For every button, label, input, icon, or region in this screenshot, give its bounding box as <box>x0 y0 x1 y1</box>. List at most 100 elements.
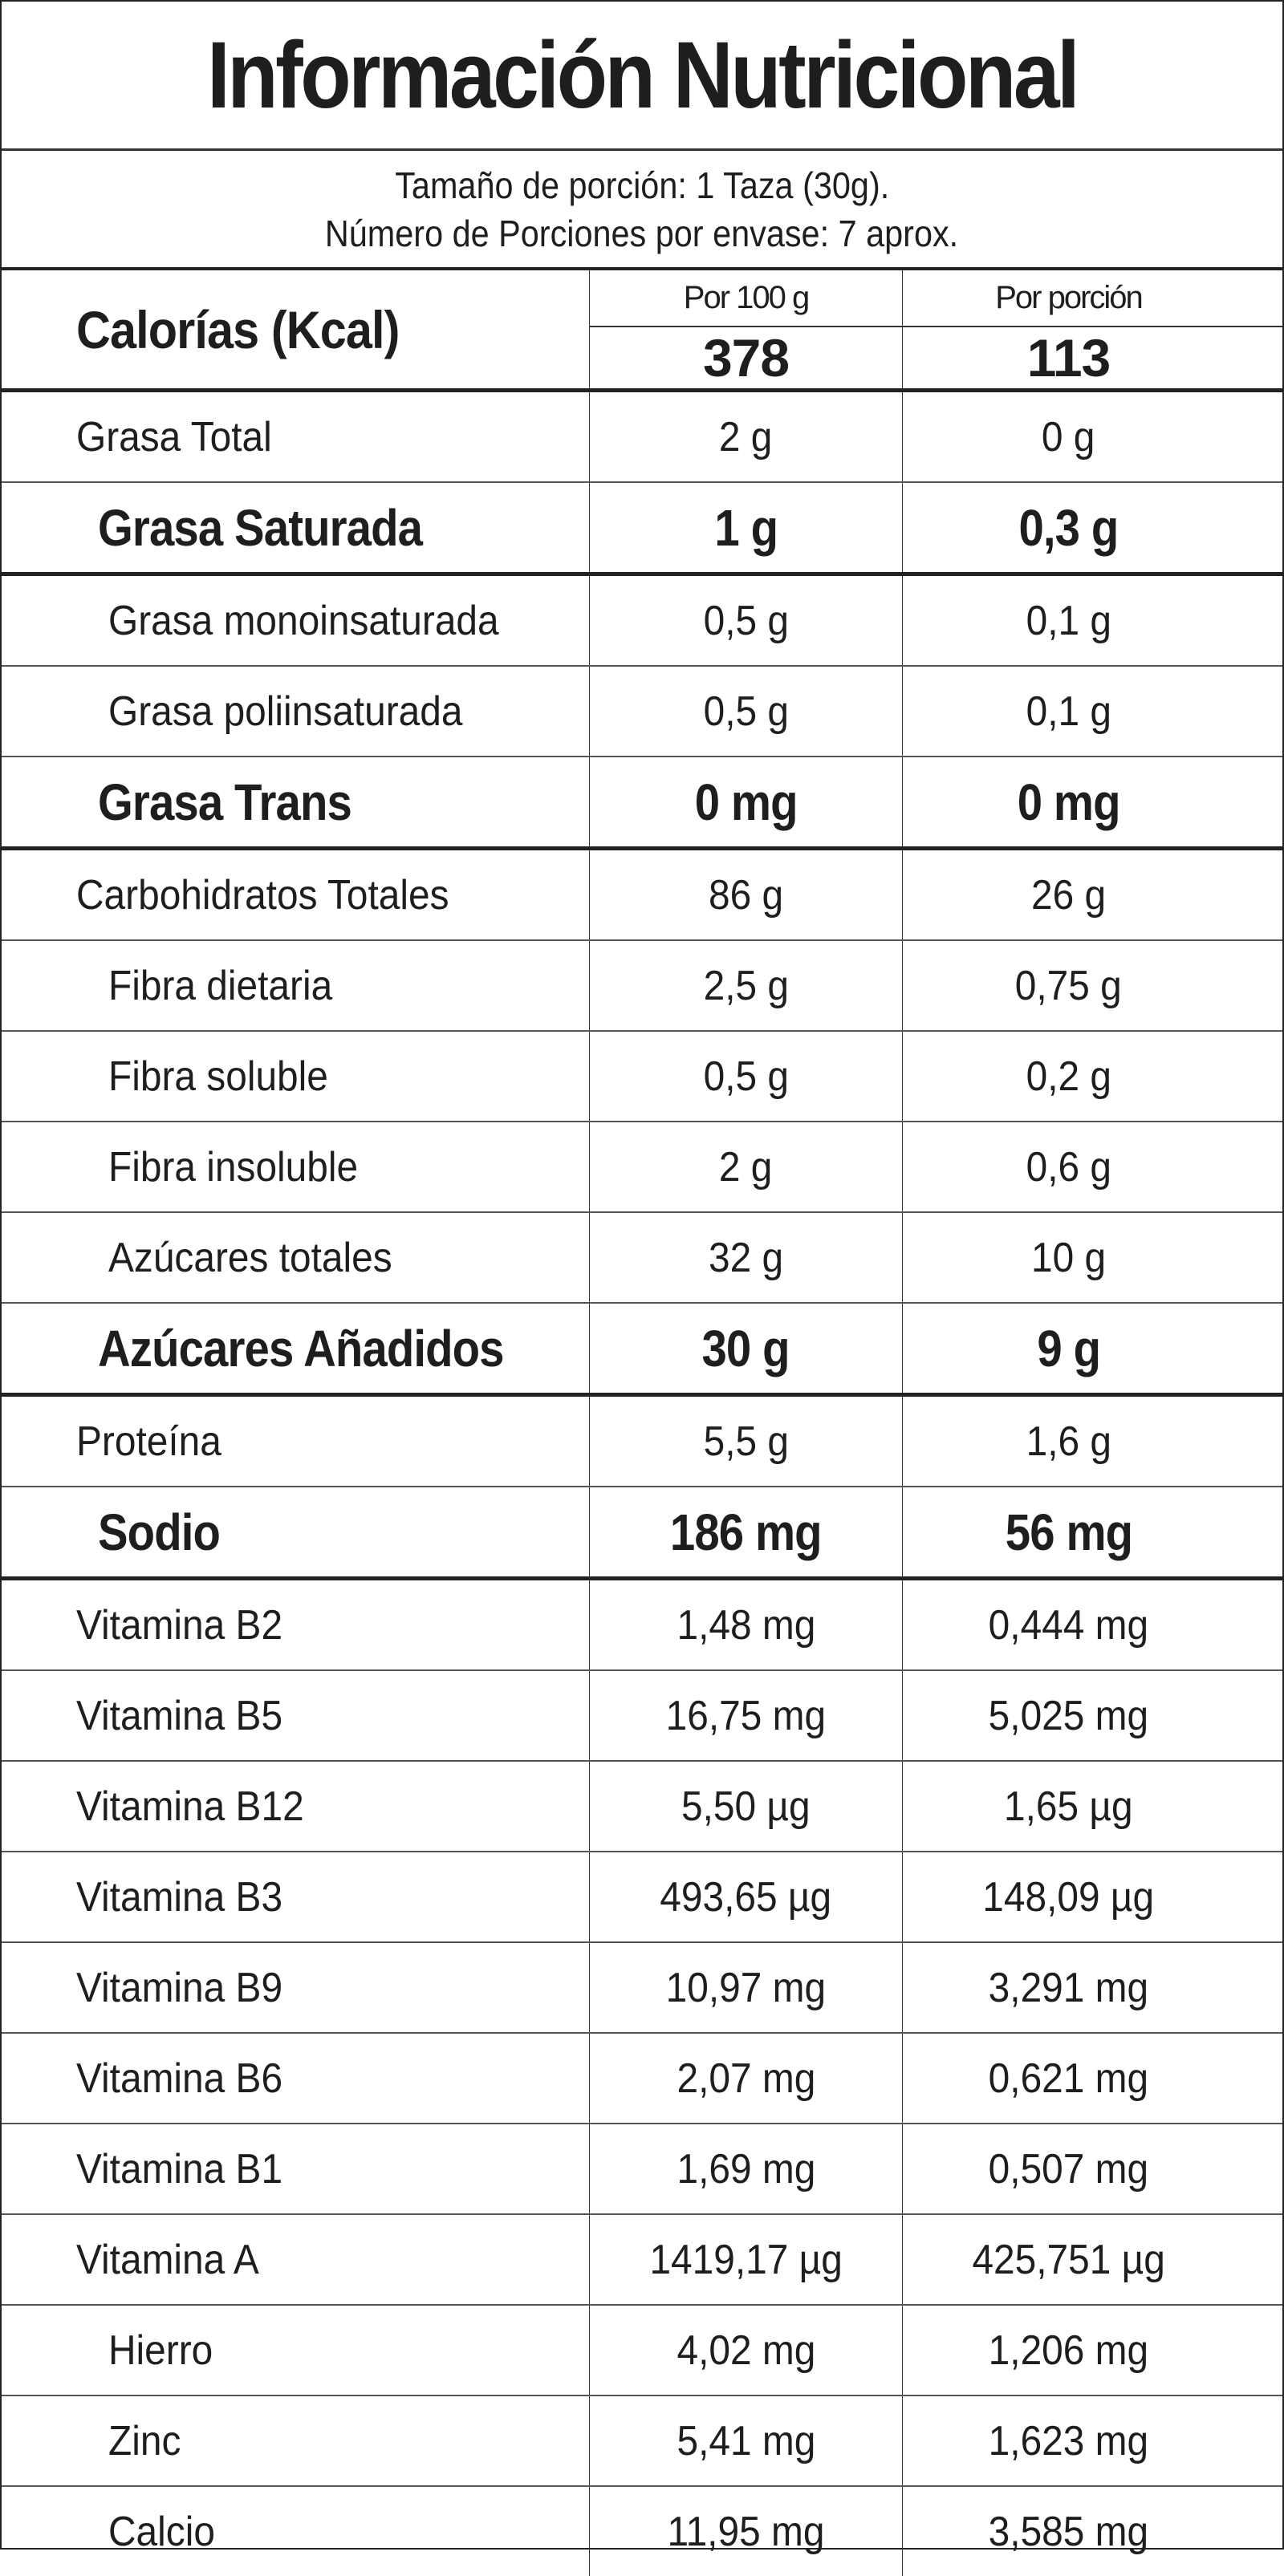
nutrient-name-cell: Grasa monoinsaturada <box>2 576 590 665</box>
table-row: Fibra soluble 0,5 g 0,2 g <box>2 1032 1282 1122</box>
nutrient-name-cell: Grasa Total <box>2 392 590 481</box>
nutrient-name: Fibra insoluble <box>108 1143 359 1191</box>
per100-cell: 1,69 mg <box>590 2124 903 2213</box>
portion-value: 9 g <box>1037 1319 1101 1377</box>
nutrient-name: Fibra dietaria <box>108 962 333 1009</box>
nutrient-name-cell: Grasa poliinsaturada <box>2 667 590 756</box>
per100-cell: 16,75 mg <box>590 1671 903 1760</box>
portion-cell: 26 g <box>903 850 1282 939</box>
per100-cell: 4,02 mg <box>590 2306 903 2395</box>
per100-cell: 30 g <box>590 1304 903 1393</box>
nutrient-name-cell: Vitamina A <box>2 2215 590 2304</box>
portion-value: 10 g <box>1030 1234 1107 1281</box>
per100-value: 5,50 µg <box>681 1783 811 1830</box>
portion-cell: 3,291 mg <box>903 1943 1282 2032</box>
calories-label-cell: Calorías (Kcal) <box>2 270 590 388</box>
table-row: Azúcares Añadidos 30 g 9 g <box>2 1304 1282 1397</box>
portion-cell: 3,585 mg <box>903 2487 1282 2576</box>
per100-value: 2,5 g <box>703 962 789 1009</box>
per100-value: 10,97 mg <box>665 1964 827 2011</box>
nutrient-name: Grasa Total <box>76 413 272 460</box>
nutrient-name: Vitamina B6 <box>76 2055 283 2102</box>
portion-value: 0,6 g <box>1026 1143 1111 1191</box>
portion-value: 26 g <box>1030 871 1107 919</box>
portion-cell: 1,623 mg <box>903 2396 1282 2485</box>
portion-cell: 0,3 g <box>903 483 1282 572</box>
portion-cell: 148,09 µg <box>903 1852 1282 1941</box>
portion-cell: 5,025 mg <box>903 1671 1282 1760</box>
portion-value: 5,025 mg <box>988 1692 1149 1739</box>
nutrient-name: Grasa monoinsaturada <box>108 597 499 644</box>
nutrient-name: Fibra soluble <box>108 1053 328 1100</box>
per100-column: Por 100 g 378 <box>590 270 903 388</box>
table-row: Hierro 4,02 mg 1,206 mg <box>2 2306 1282 2396</box>
nutrient-name-cell: Fibra soluble <box>2 1032 590 1121</box>
per100-value: 1,69 mg <box>677 2145 815 2193</box>
per100-value: 1,48 mg <box>677 1601 815 1649</box>
portion-cell: 9 g <box>903 1304 1282 1393</box>
per100-value: 1 g <box>714 498 778 557</box>
portion-value: 1,623 mg <box>988 2417 1149 2464</box>
portion-cell: 0 g <box>903 392 1282 481</box>
nutrient-name: Hierro <box>108 2327 213 2374</box>
nutrient-name-cell: Vitamina B5 <box>2 1671 590 1760</box>
table-row: Sodio 186 mg 56 mg <box>2 1487 1282 1580</box>
portion-value: 1,6 g <box>1026 1418 1111 1465</box>
calories-label: Calorías (Kcal) <box>76 299 400 359</box>
table-row: Vitamina B12 5,50 µg 1,65 µg <box>2 1762 1282 1852</box>
nutrient-name: Vitamina B5 <box>76 1692 283 1739</box>
nutrient-name: Zinc <box>108 2417 181 2464</box>
nutrient-name: Calcio <box>108 2508 215 2555</box>
nutrient-name-cell: Vitamina B3 <box>2 1852 590 1941</box>
portion-value: 148,09 µg <box>982 1873 1155 1921</box>
per100-cell: 5,50 µg <box>590 1762 903 1851</box>
per100-value: 30 g <box>701 1319 790 1377</box>
per100-cell: 0,5 g <box>590 1032 903 1121</box>
per100-cell: 493,65 µg <box>590 1852 903 1941</box>
portion-cell: 0,1 g <box>903 576 1282 665</box>
portion-column: Por porción 113 <box>903 270 1282 388</box>
per100-value: 0,5 g <box>703 1053 789 1100</box>
table-row: Azúcares totales 32 g 10 g <box>2 1213 1282 1304</box>
nutrient-name-cell: Carbohidratos Totales <box>2 850 590 939</box>
title-section: Información Nutricional <box>2 2 1282 151</box>
portion-header: Por porción <box>903 270 1282 327</box>
page-title: Información Nutricional <box>206 22 1080 128</box>
table-row: Grasa poliinsaturada 0,5 g 0,1 g <box>2 667 1282 757</box>
per100-cell: 186 mg <box>590 1487 903 1576</box>
nutrient-name-cell: Grasa Trans <box>2 757 590 846</box>
table-row: Vitamina B6 2,07 mg 0,621 mg <box>2 2034 1282 2124</box>
nutrient-name-cell: Fibra dietaria <box>2 941 590 1030</box>
per100-cell: 2,5 g <box>590 941 903 1030</box>
portion-cell: 0,1 g <box>903 667 1282 756</box>
portion-cell: 0,444 mg <box>903 1580 1282 1669</box>
per100-value: 5,41 mg <box>677 2417 815 2464</box>
nutrient-name-cell: Vitamina B12 <box>2 1762 590 1851</box>
per100-cell: 11,95 mg <box>590 2487 903 2576</box>
per100-value: 0,5 g <box>703 688 789 735</box>
table-row: Vitamina B9 10,97 mg 3,291 mg <box>2 1943 1282 2034</box>
nutrient-name: Grasa Trans <box>98 773 352 831</box>
table-row: Grasa Saturada 1 g 0,3 g <box>2 483 1282 576</box>
nutrient-name: Proteína <box>76 1418 221 1465</box>
nutrient-name-cell: Hierro <box>2 2306 590 2395</box>
portion-cell: 0,6 g <box>903 1122 1282 1211</box>
portion-value: 3,291 mg <box>988 1964 1149 2011</box>
nutrient-name: Sodio <box>98 1503 221 1561</box>
portion-value: 3,585 mg <box>988 2508 1149 2555</box>
table-row: Carbohidratos Totales 86 g 26 g <box>2 850 1282 941</box>
per100-value: 2,07 mg <box>677 2055 815 2102</box>
per100-value: 186 mg <box>670 1503 823 1561</box>
table-row: Fibra dietaria 2,5 g 0,75 g <box>2 941 1282 1032</box>
nutrient-name-cell: Fibra insoluble <box>2 1122 590 1211</box>
portion-cell: 10 g <box>903 1213 1282 1302</box>
portion-value: 0,2 g <box>1026 1053 1111 1100</box>
table-row: Fibra insoluble 2 g 0,6 g <box>2 1122 1282 1213</box>
per100-cell: 0,5 g <box>590 576 903 665</box>
per100-cell: 0,5 g <box>590 667 903 756</box>
table-row: Vitamina B2 1,48 mg 0,444 mg <box>2 1580 1282 1671</box>
portion-cell: 1,6 g <box>903 1397 1282 1486</box>
serving-info: Tamaño de porción: 1 Taza (30g). Número … <box>2 151 1282 270</box>
